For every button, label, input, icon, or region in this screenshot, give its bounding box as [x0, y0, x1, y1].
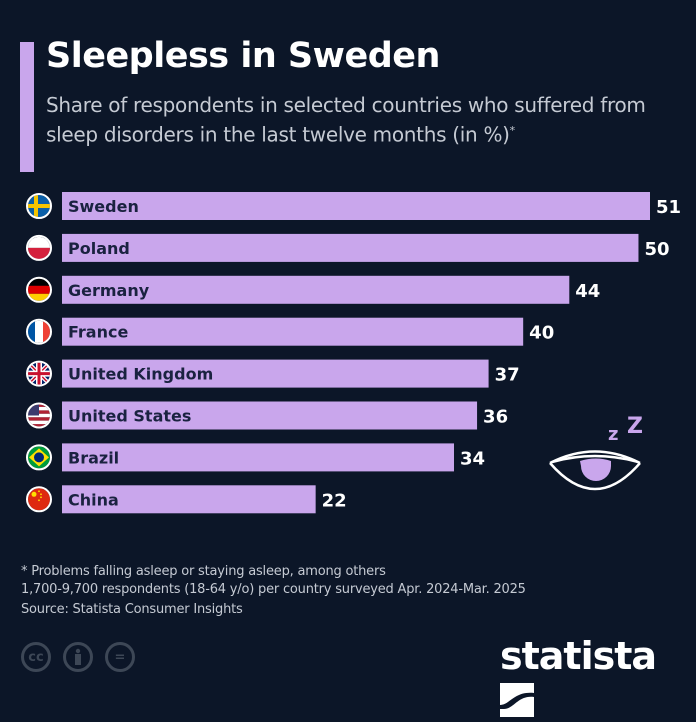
- bar-value-label: 22: [322, 490, 347, 511]
- flag-usa-icon: [26, 402, 52, 429]
- title-accent-bar: [20, 42, 34, 172]
- subtitle-text: Share of respondents in selected countri…: [46, 93, 646, 147]
- flag-france-icon: [26, 318, 52, 345]
- bar-value-label: 37: [495, 365, 520, 386]
- attribution-icon[interactable]: [63, 642, 93, 672]
- bar-chart: Sweden 51 Poland 50 Germany 44 France 40 United …: [26, 192, 681, 514]
- bar: [62, 233, 639, 262]
- flag-china-icon: [26, 486, 52, 513]
- bar-category-label: Sweden: [68, 197, 139, 216]
- chart-subtitle: Share of respondents in selected countri…: [46, 92, 686, 148]
- footnote-sample: 1,700-9,700 respondents (18-64 y/o) per …: [21, 582, 526, 597]
- cc-icon[interactable]: cc: [21, 642, 51, 672]
- bar-value-label: 51: [656, 197, 681, 218]
- statista-logo[interactable]: statista: [500, 634, 696, 722]
- statista-logo-mark: [500, 683, 534, 717]
- bar: [62, 443, 454, 472]
- bar-value-label: 50: [644, 239, 669, 260]
- chart-title: Sleepless in Sweden: [46, 36, 440, 76]
- flag-uk-icon: [26, 360, 52, 387]
- bar-category-label: China: [68, 490, 119, 509]
- flag-poland-icon: [26, 234, 52, 261]
- no-derivatives-icon[interactable]: =: [105, 642, 135, 672]
- bar-category-label: France: [68, 323, 128, 342]
- person-glyph: [75, 648, 81, 665]
- bar-value-label: 34: [460, 448, 485, 469]
- bar: [62, 485, 316, 514]
- bar-value-label: 40: [529, 323, 554, 344]
- zz-large: Z: [627, 414, 643, 439]
- bar-category-label: United Kingdom: [68, 365, 213, 384]
- logo-text: statista: [500, 634, 657, 678]
- nd-label: =: [114, 649, 126, 665]
- bar: [62, 359, 489, 388]
- zz-small: z: [608, 424, 618, 445]
- footnote-source: Source: Statista Consumer Insights: [21, 602, 243, 617]
- flag-germany-icon: [26, 276, 52, 303]
- flag-brazil-icon: [26, 444, 52, 471]
- bar: [62, 317, 524, 346]
- bar: [62, 275, 570, 304]
- bar-category-label: Poland: [68, 239, 130, 258]
- bar-category-label: Germany: [68, 281, 150, 300]
- cc-label: cc: [28, 649, 44, 665]
- bar-value-label: 36: [483, 407, 508, 428]
- bar-category-label: Brazil: [68, 448, 119, 467]
- bar: [62, 401, 478, 430]
- sleepy-eye-icon: [549, 450, 641, 491]
- bar-value-label: 44: [575, 281, 600, 302]
- flag-sweden-icon: [26, 193, 52, 219]
- subtitle-footnote-mark: *: [509, 124, 516, 137]
- footnote-note: * Problems falling asleep or staying asl…: [21, 564, 386, 579]
- bar: [62, 192, 650, 220]
- bar-category-label: United States: [68, 407, 191, 426]
